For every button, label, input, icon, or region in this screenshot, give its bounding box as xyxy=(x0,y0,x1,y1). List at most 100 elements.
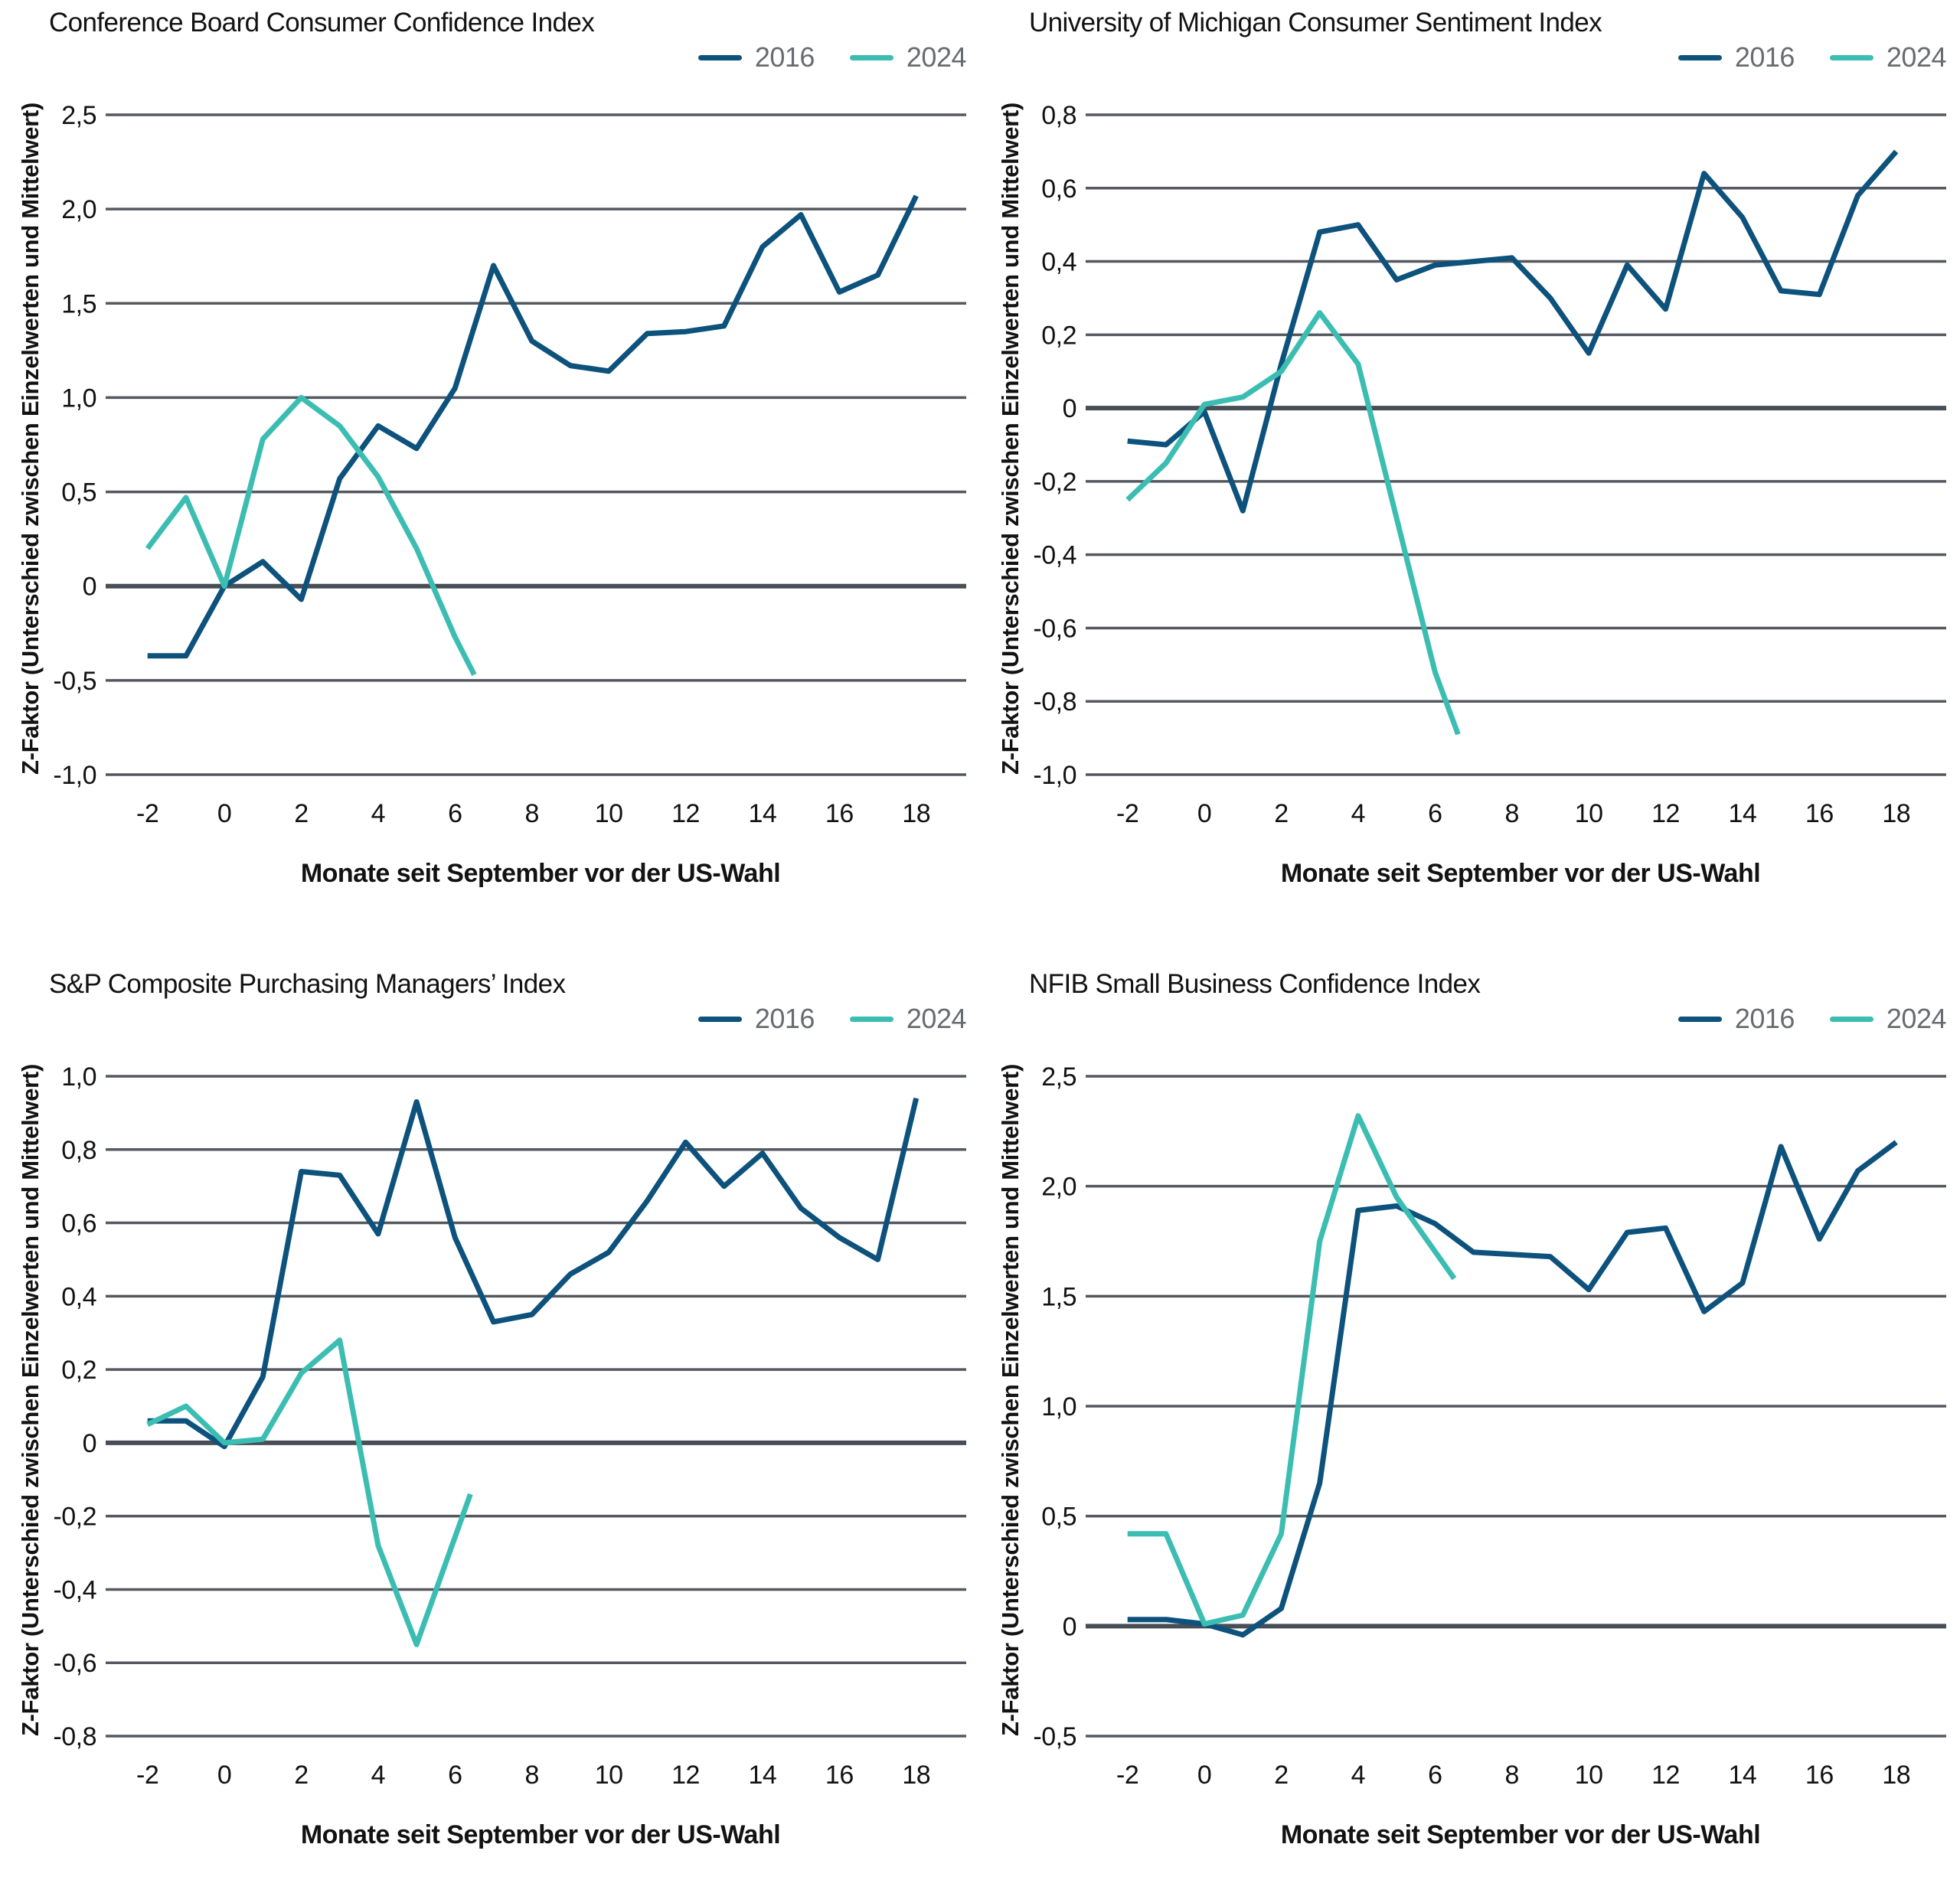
legend-item-2016: 2016 xyxy=(697,1003,815,1035)
x-tick-label: 6 xyxy=(448,799,462,828)
x-tick-label: 12 xyxy=(1651,799,1680,828)
x-tick-label: 10 xyxy=(595,1761,623,1790)
legend-item-2016: 2016 xyxy=(697,41,815,73)
series-2024-line xyxy=(1125,310,1461,736)
y-tick-label: 1,0 xyxy=(61,384,96,413)
x-tick-label: 14 xyxy=(1729,1761,1757,1790)
y-tick-label: -0,4 xyxy=(53,1575,96,1604)
y-tick-label: -0,8 xyxy=(53,1722,96,1751)
y-tick-label: -0,6 xyxy=(53,1649,96,1678)
y-tick-label: 0,4 xyxy=(61,1282,96,1311)
y-tick-label: 2,5 xyxy=(1041,1062,1076,1092)
y-tick-label: 0 xyxy=(83,1429,96,1458)
chart-title: NFIB Small Business Confidence Index xyxy=(1029,969,1481,999)
x-tick-label: 18 xyxy=(902,1761,930,1790)
y-tick-label: -1,0 xyxy=(1033,761,1076,790)
legend-swatch-2016 xyxy=(1677,54,1722,60)
y-tick-label: 0,6 xyxy=(1041,175,1076,204)
y-tick-label: 0,2 xyxy=(61,1356,96,1385)
legend: 2016 2024 xyxy=(697,41,967,73)
x-axis-title: Monate seit September vor der US-Wahl xyxy=(1281,859,1760,888)
y-tick-label: 0,5 xyxy=(1041,1503,1076,1532)
legend: 2016 2024 xyxy=(1677,41,1947,73)
x-tick-label: 12 xyxy=(1651,1761,1680,1790)
legend-swatch-2024 xyxy=(1829,54,1873,60)
series-2016-line xyxy=(147,1097,920,1450)
x-tick-label: 14 xyxy=(1729,799,1757,828)
legend: 2016 2024 xyxy=(1677,1003,1947,1035)
y-tick-label: 2,0 xyxy=(61,195,96,224)
x-tick-label: 6 xyxy=(1428,1761,1442,1790)
legend-label-2016: 2016 xyxy=(1734,1003,1795,1034)
y-tick-label: 0,4 xyxy=(1041,248,1076,277)
x-tick-label: 8 xyxy=(524,799,538,828)
legend-label-2024: 2024 xyxy=(1886,41,1947,73)
legend-item-2024: 2024 xyxy=(1829,1003,1947,1035)
x-tick-label: 16 xyxy=(1805,799,1834,828)
x-tick-label: 10 xyxy=(1575,799,1603,828)
x-tick-label: 10 xyxy=(595,799,623,828)
chart-title: Conference Board Consumer Confidence Ind… xyxy=(49,8,595,38)
panel-michigan-sentiment: University of Michigan Consumer Sentimen… xyxy=(980,0,1960,919)
panel-nfib-confidence: NFIB Small Business Confidence Index 201… xyxy=(980,919,1960,1849)
series-2016-line xyxy=(1127,1140,1898,1638)
x-tick-label: 2 xyxy=(1274,1761,1288,1790)
y-tick-label: 0 xyxy=(83,573,96,602)
x-tick-label: -2 xyxy=(1116,799,1138,828)
x-axis-title: Monate seit September vor der US-Wahl xyxy=(1281,1820,1760,1849)
x-axis-title: Monate seit September vor der US-Wahl xyxy=(301,1820,780,1849)
series-2024-line xyxy=(146,1337,473,1647)
y-tick-label: 0,8 xyxy=(1041,101,1076,130)
legend: 2016 2024 xyxy=(697,1003,967,1035)
series-2016-line xyxy=(1127,149,1899,514)
x-tick-label: 0 xyxy=(1197,1761,1211,1790)
series-2024-line xyxy=(1127,1113,1457,1627)
x-tick-label: 2 xyxy=(1274,799,1288,828)
legend-item-2024: 2024 xyxy=(849,41,967,73)
x-tick-label: 0 xyxy=(1197,799,1211,828)
x-tick-label: 16 xyxy=(825,799,854,828)
panel-conference-board: Conference Board Consumer Confidence Ind… xyxy=(0,0,980,919)
x-tick-label: 16 xyxy=(1805,1761,1834,1790)
y-tick-label: 0 xyxy=(1063,394,1076,423)
x-tick-label: 12 xyxy=(671,1761,700,1790)
x-tick-label: 0 xyxy=(217,799,231,828)
x-tick-label: 18 xyxy=(902,799,930,828)
x-tick-label: 4 xyxy=(1351,1761,1365,1790)
y-tick-label: 1,0 xyxy=(1041,1392,1076,1421)
series-2024-line xyxy=(145,394,477,677)
y-tick-label: 1,5 xyxy=(61,289,96,318)
legend-swatch-2024 xyxy=(849,1016,893,1022)
legend-label-2024: 2024 xyxy=(1886,1003,1947,1034)
legend-swatch-2016 xyxy=(697,54,742,60)
legend-label-2024: 2024 xyxy=(906,41,967,73)
legend-swatch-2016 xyxy=(697,1016,742,1022)
legend-label-2016: 2016 xyxy=(754,1003,815,1034)
y-tick-label: 0,5 xyxy=(61,478,96,508)
legend-swatch-2016 xyxy=(1677,1016,1722,1022)
chart-canvas-sp-pmi: 1,0 0,8 0,6 0,4 0,2 0 -0,2 -0,4 -0,6 -0,8 -2 0 2 4 6 8 1… xyxy=(53,1062,966,1849)
x-tick-label: 16 xyxy=(825,1761,854,1790)
x-tick-label: 8 xyxy=(524,1761,538,1790)
x-tick-label: -2 xyxy=(1116,1761,1138,1790)
x-tick-label: 8 xyxy=(1504,1761,1518,1790)
chart-canvas-michigan-sentiment: 0,8 0,6 0,4 0,2 0 -0,2 -0,4 -0,6 -0,8 -1,0 -2 0 2 4 6 8… xyxy=(1033,101,1946,888)
y-tick-label: -0,6 xyxy=(1033,614,1076,643)
y-tick-label: 0,2 xyxy=(1041,321,1076,350)
x-tick-label: 0 xyxy=(217,1761,231,1790)
x-tick-label: 10 xyxy=(1575,1761,1603,1790)
y-tick-label: -0,5 xyxy=(1033,1722,1076,1751)
x-tick-label: 4 xyxy=(371,1761,385,1790)
x-tick-label: 18 xyxy=(1882,799,1910,828)
y-tick-label: 2,0 xyxy=(1041,1173,1076,1202)
x-tick-label: 6 xyxy=(1428,799,1442,828)
x-tick-label: 14 xyxy=(749,799,777,828)
y-tick-label: 0 xyxy=(1063,1612,1076,1641)
y-tick-label: -0,4 xyxy=(1033,541,1076,570)
x-tick-label: 6 xyxy=(448,1761,462,1790)
y-tick-label: -1,0 xyxy=(53,761,96,790)
x-tick-label: 2 xyxy=(294,1761,308,1790)
legend-item-2016: 2016 xyxy=(1677,41,1795,73)
x-tick-label: 12 xyxy=(671,799,700,828)
y-tick-label: -0,2 xyxy=(1033,468,1076,497)
